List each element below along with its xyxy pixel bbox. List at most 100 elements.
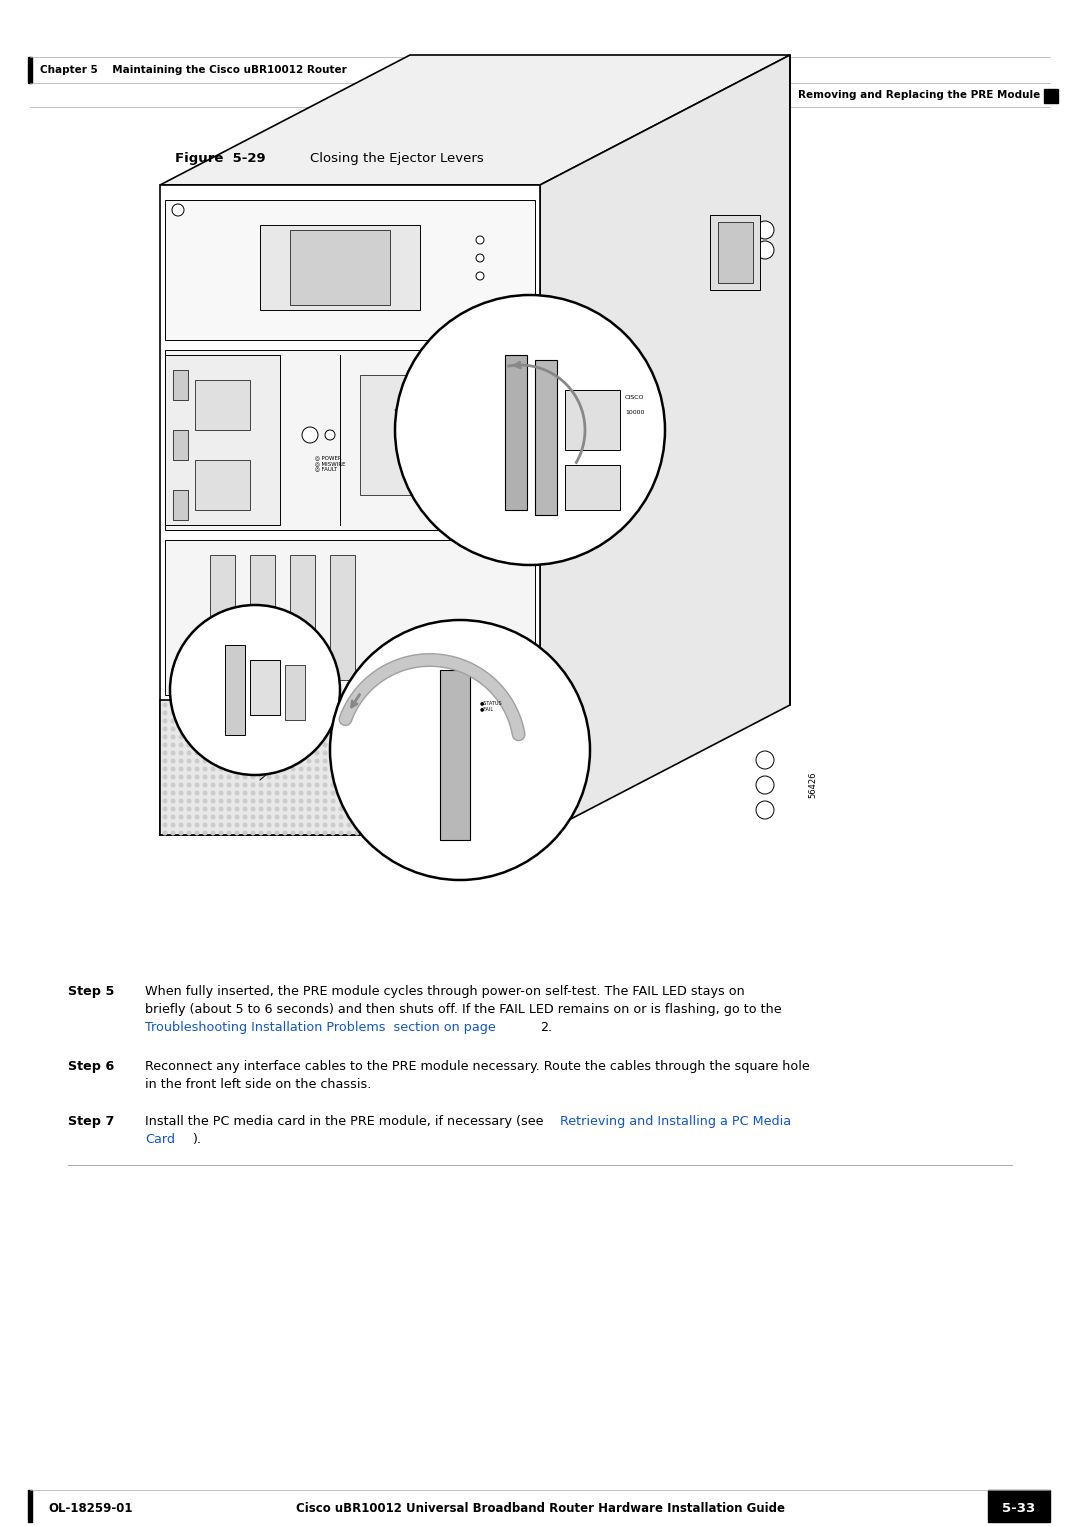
Circle shape [434,719,440,724]
Circle shape [323,750,327,756]
Bar [195,380,249,431]
Circle shape [378,814,383,820]
Circle shape [523,734,527,739]
Circle shape [443,791,447,796]
Bar [505,354,527,510]
Circle shape [234,710,240,716]
Circle shape [483,702,487,707]
Text: 2.: 2. [540,1022,552,1034]
Circle shape [419,806,423,811]
Circle shape [427,782,432,788]
Circle shape [363,799,367,803]
Circle shape [187,831,191,835]
Circle shape [427,750,432,756]
Circle shape [298,710,303,716]
Circle shape [323,814,327,820]
Circle shape [394,823,400,828]
Circle shape [450,814,456,820]
Circle shape [450,719,456,724]
Circle shape [243,727,247,731]
Circle shape [187,774,191,779]
Circle shape [194,702,200,707]
Circle shape [370,702,376,707]
Bar [165,200,535,341]
Circle shape [171,734,175,739]
Circle shape [387,767,391,771]
Circle shape [530,806,536,811]
Circle shape [218,719,224,724]
Circle shape [394,750,400,756]
Circle shape [530,831,536,835]
Circle shape [363,774,367,779]
Circle shape [298,774,303,779]
Circle shape [467,791,472,796]
Circle shape [330,710,336,716]
Circle shape [211,767,216,771]
Circle shape [530,774,536,779]
Circle shape [251,742,256,748]
Circle shape [338,799,343,803]
Text: Figure  5-29: Figure 5-29 [175,153,266,165]
Bar [210,554,235,680]
Circle shape [514,774,519,779]
Circle shape [410,767,416,771]
Circle shape [363,702,367,707]
Circle shape [507,727,512,731]
Circle shape [227,799,231,803]
Circle shape [483,742,487,748]
Circle shape [354,799,360,803]
Circle shape [338,710,343,716]
Circle shape [171,791,175,796]
Circle shape [171,750,175,756]
Text: ●STATUS
●FAIL: ●STATUS ●FAIL [480,699,502,710]
Circle shape [507,734,512,739]
Circle shape [251,719,256,724]
Circle shape [450,759,456,764]
Circle shape [507,823,512,828]
Circle shape [274,814,280,820]
Circle shape [211,702,216,707]
Circle shape [410,702,416,707]
Circle shape [203,791,207,796]
Circle shape [483,806,487,811]
Circle shape [234,759,240,764]
Circle shape [403,782,407,788]
Circle shape [187,734,191,739]
Circle shape [187,823,191,828]
Circle shape [274,742,280,748]
Circle shape [514,823,519,828]
Bar [330,554,355,680]
Circle shape [450,742,456,748]
Circle shape [178,767,184,771]
Circle shape [283,734,287,739]
Circle shape [203,814,207,820]
Circle shape [507,806,512,811]
Circle shape [459,791,463,796]
Circle shape [530,767,536,771]
Bar [173,490,188,521]
Circle shape [490,767,496,771]
Circle shape [354,806,360,811]
Circle shape [410,734,416,739]
Circle shape [283,791,287,796]
Circle shape [378,767,383,771]
Circle shape [499,742,503,748]
Circle shape [443,814,447,820]
Bar [291,231,390,305]
Circle shape [347,823,351,828]
Circle shape [490,831,496,835]
Circle shape [243,734,247,739]
Circle shape [474,742,480,748]
Circle shape [434,734,440,739]
Circle shape [178,710,184,716]
Circle shape [274,799,280,803]
Circle shape [218,814,224,820]
Circle shape [370,799,376,803]
Circle shape [443,767,447,771]
Circle shape [756,221,774,240]
Circle shape [162,799,167,803]
Circle shape [307,823,311,828]
Circle shape [243,782,247,788]
Circle shape [330,799,336,803]
Circle shape [514,750,519,756]
